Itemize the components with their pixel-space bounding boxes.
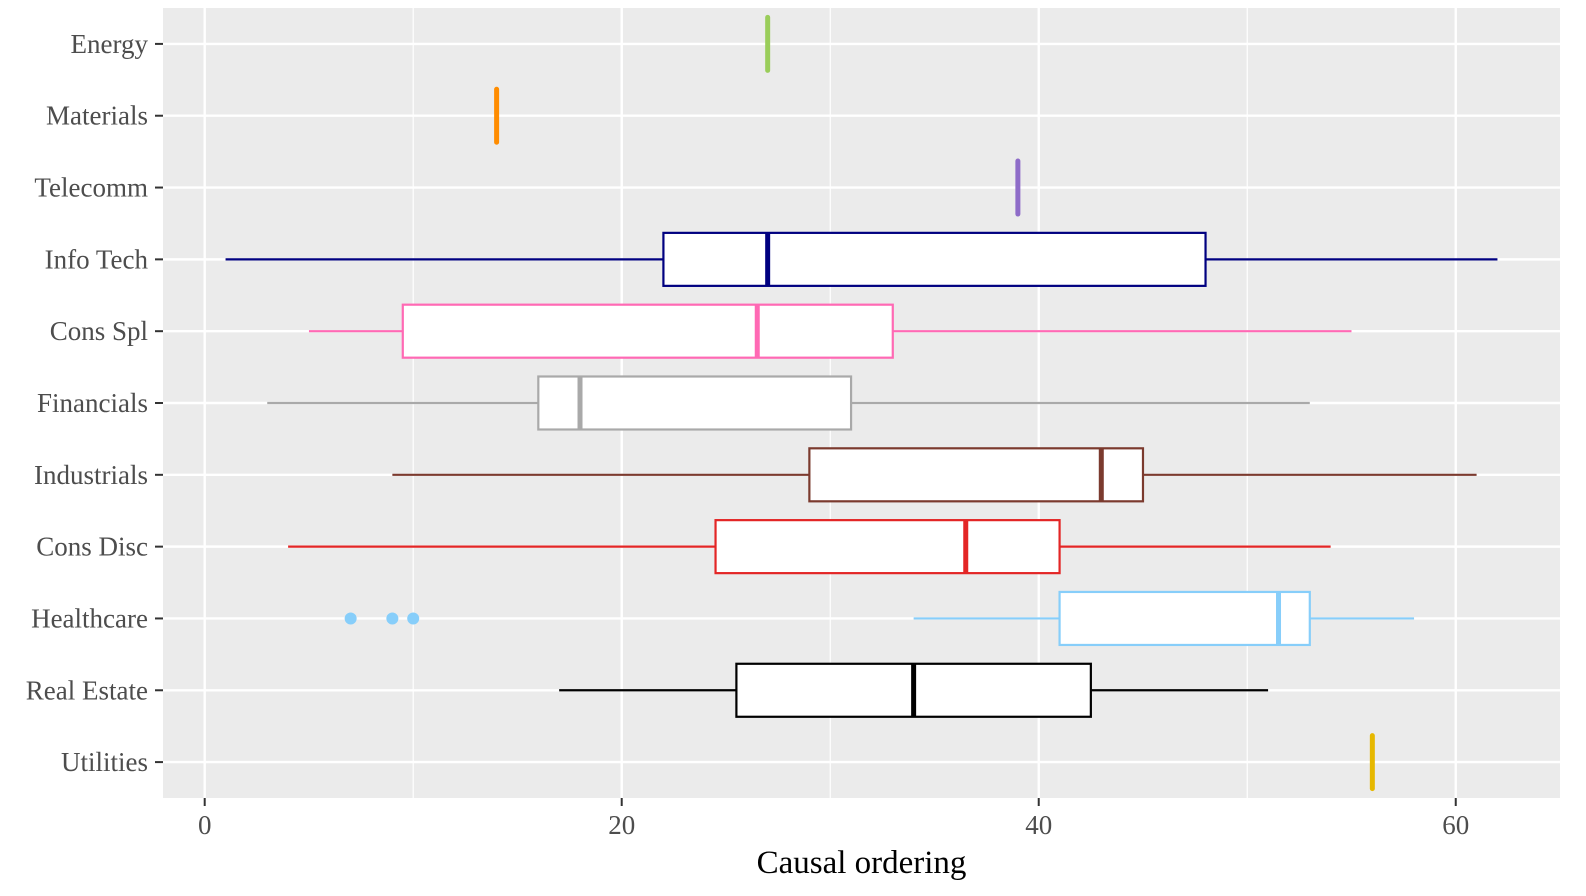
y-tick-label: Telecomm xyxy=(34,173,148,203)
y-tick-label: Real Estate xyxy=(26,675,148,705)
iqr-box xyxy=(537,375,853,431)
iqr-box xyxy=(714,519,1061,575)
x-tick-label: 40 xyxy=(1025,810,1052,840)
y-tick-label: Cons Spl xyxy=(50,316,148,346)
box-industrials xyxy=(392,447,1477,503)
y-tick-label: Financials xyxy=(37,388,148,418)
box-financials xyxy=(267,375,1310,431)
x-tick-label: 0 xyxy=(198,810,212,840)
y-tick-label: Info Tech xyxy=(45,244,149,274)
axes: Energy Materials Telecomm Info Tech Cons Spl… xyxy=(26,29,1469,840)
iqr-box xyxy=(1058,590,1311,647)
y-tick-label: Energy xyxy=(71,29,149,59)
iqr-box xyxy=(662,231,1207,287)
iqr-box xyxy=(808,447,1145,503)
iqr-box xyxy=(401,303,894,359)
y-tick-label: Utilities xyxy=(61,747,148,777)
boxes xyxy=(225,14,1498,792)
x-tick-label: 20 xyxy=(608,810,635,840)
x-axis-title: Causal ordering xyxy=(757,845,967,881)
outlier-point xyxy=(407,612,420,625)
box-real-estate xyxy=(559,662,1269,718)
box-info-tech xyxy=(225,231,1498,287)
x-tick-label: 60 xyxy=(1442,810,1469,840)
y-tick-label: Cons Disc xyxy=(36,532,148,562)
y-tick-label: Healthcare xyxy=(31,603,148,633)
box-cons-spl xyxy=(308,303,1352,359)
box-cons-disc xyxy=(288,519,1331,575)
outlier-point xyxy=(386,612,399,625)
outlier-point xyxy=(344,612,357,625)
box-healthcare xyxy=(344,590,1415,647)
y-tick-label: Materials xyxy=(46,101,148,131)
y-tick-label: Industrials xyxy=(34,460,148,490)
